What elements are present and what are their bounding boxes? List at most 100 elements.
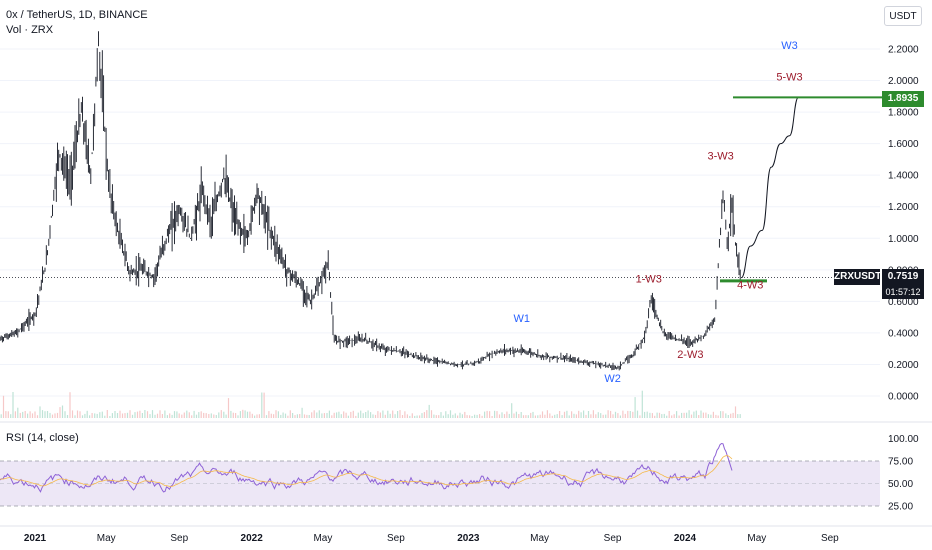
- rsi-tick-label: 25.00: [888, 502, 913, 513]
- volume-bar: [159, 410, 161, 418]
- volume-bar: [294, 415, 296, 418]
- volume-bar: [230, 410, 232, 418]
- countdown-tag: 01:57:12: [882, 285, 924, 299]
- volume-bar: [571, 411, 573, 418]
- volume-bar: [683, 412, 685, 418]
- volume-bar: [387, 410, 389, 418]
- volume-bar: [215, 415, 217, 418]
- volume-bar: [537, 415, 539, 418]
- volume-bar: [161, 414, 163, 418]
- volume-bar: [374, 414, 377, 418]
- volume-bar: [426, 410, 428, 418]
- volume-bar: [600, 413, 602, 418]
- volume-bar: [551, 415, 553, 418]
- volume-bar: [520, 412, 522, 418]
- volume-bar: [131, 414, 134, 418]
- volume-bar: [242, 409, 244, 418]
- time-axis: 2021 May Sep 2022 May Sep 2023 May Sep 2024 May Sep: [24, 533, 839, 544]
- volume-bar: [681, 412, 683, 418]
- volume-bar: [46, 411, 49, 418]
- volume-bar: [666, 415, 668, 418]
- volume-bar: [707, 414, 709, 418]
- volume-bar: [41, 410, 44, 418]
- volume-bar: [629, 411, 631, 418]
- volume-bar: [29, 411, 31, 418]
- time-tick-label: Sep: [387, 533, 405, 544]
- volume-bar: [321, 413, 323, 418]
- volume-bar: [639, 415, 641, 418]
- volume-bar: [720, 411, 722, 418]
- volume-bar: [218, 412, 220, 418]
- rsi-ma-line: [0, 455, 733, 487]
- volume-bar: [445, 411, 447, 418]
- volume-bar: [688, 410, 690, 418]
- volume-bar: [24, 411, 26, 418]
- wave-label: 1-W3: [636, 273, 662, 285]
- price-tick-label: 1.4000: [888, 171, 919, 182]
- volume-bar: [261, 392, 263, 418]
- volume-bar: [343, 411, 345, 418]
- volume-bar: [556, 414, 558, 418]
- symbol-tag: ZRXUSDT: [834, 269, 881, 285]
- volume-bar: [532, 411, 534, 418]
- volume-bar: [440, 412, 442, 418]
- volume-bar: [476, 414, 478, 418]
- volume-bar: [461, 414, 463, 418]
- volume-bar: [592, 410, 594, 418]
- volume-bar: [619, 415, 621, 418]
- volume-bar: [347, 415, 349, 418]
- volume-bar: [710, 414, 712, 418]
- volume-bar: [357, 412, 359, 418]
- volume-bar: [193, 410, 195, 418]
- volume-bar: [333, 412, 335, 418]
- volume-bar: [730, 413, 732, 418]
- volume-bar: [308, 415, 310, 418]
- volume-bar: [449, 410, 452, 418]
- volume-bar: [372, 414, 374, 418]
- time-tick-label: 2023: [457, 533, 480, 544]
- volume-bar: [554, 414, 556, 418]
- volume-bar: [484, 411, 486, 418]
- volume-bar: [134, 412, 136, 418]
- volume-bar: [313, 410, 315, 418]
- price-tick-label: 1.0000: [888, 234, 919, 245]
- volume-bar: [235, 413, 237, 418]
- volume-bar: [198, 412, 200, 418]
- volume-bar: [715, 414, 717, 418]
- volume-bar: [511, 403, 513, 418]
- volume-bar: [573, 413, 575, 418]
- volume-bar: [220, 410, 222, 418]
- volume-bar: [39, 406, 41, 418]
- currency-button[interactable]: USDT: [884, 6, 922, 26]
- volume-bar: [12, 392, 14, 418]
- volume-bar: [44, 411, 46, 418]
- volume-bar: [515, 411, 517, 418]
- volume-bar: [69, 392, 71, 418]
- volume-bar: [89, 415, 91, 418]
- volume-bar: [96, 413, 98, 418]
- volume-bar: [225, 414, 227, 418]
- volume-bar: [534, 415, 536, 418]
- volume-bar: [646, 411, 648, 418]
- volume-bars: [0, 390, 741, 418]
- volume-bar: [10, 414, 12, 418]
- volume-bar: [86, 410, 88, 418]
- volume-bar: [156, 413, 159, 418]
- volume-bar: [474, 414, 476, 418]
- volume-bar: [328, 410, 330, 418]
- price-tick-label: 1.2000: [888, 202, 919, 213]
- volume-bar: [501, 412, 503, 418]
- volume-bar: [22, 411, 24, 418]
- volume-bar: [649, 412, 651, 418]
- volume-bar: [406, 414, 408, 418]
- volume-bar: [457, 415, 459, 418]
- volume-bar: [513, 413, 515, 418]
- rsi-tick-label: 75.00: [888, 457, 913, 468]
- volume-bar: [99, 412, 101, 418]
- volume-bar: [81, 415, 84, 418]
- time-tick-label: May: [313, 533, 332, 544]
- wave-label: 5-W3: [776, 72, 802, 84]
- price-grid: [0, 48, 880, 397]
- last-price-tag: 0.7519: [882, 269, 924, 285]
- volume-bar: [323, 413, 325, 418]
